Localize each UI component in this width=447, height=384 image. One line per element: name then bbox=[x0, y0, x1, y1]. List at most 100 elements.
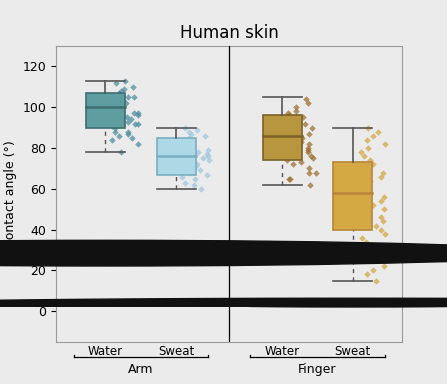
Point bbox=[116, 102, 123, 108]
Point bbox=[115, 96, 122, 102]
Point bbox=[128, 135, 135, 141]
Point bbox=[306, 169, 313, 175]
Point bbox=[185, 169, 192, 175]
Point bbox=[306, 141, 313, 147]
Point bbox=[107, 114, 114, 121]
Point bbox=[358, 149, 365, 155]
Point bbox=[186, 135, 193, 141]
Point bbox=[111, 124, 118, 131]
Point bbox=[369, 161, 376, 167]
Point bbox=[305, 100, 312, 106]
Point bbox=[367, 177, 374, 184]
Text: Finger: Finger bbox=[298, 363, 337, 376]
Point bbox=[363, 271, 371, 278]
Point bbox=[293, 116, 300, 122]
Text: Arm: Arm bbox=[128, 363, 153, 376]
Point bbox=[183, 159, 190, 166]
Point bbox=[202, 133, 209, 139]
Point bbox=[124, 118, 131, 124]
Point bbox=[187, 139, 194, 145]
Point bbox=[186, 129, 193, 135]
Point bbox=[193, 161, 200, 167]
Point bbox=[359, 210, 367, 216]
Point bbox=[309, 155, 316, 161]
Point bbox=[362, 257, 369, 263]
Point bbox=[382, 141, 389, 147]
Point bbox=[285, 113, 292, 119]
Point bbox=[307, 153, 314, 159]
Point bbox=[369, 267, 376, 273]
Point bbox=[118, 88, 125, 94]
Point bbox=[188, 131, 195, 137]
Point bbox=[363, 190, 371, 196]
Point bbox=[124, 94, 131, 100]
Point bbox=[302, 96, 309, 102]
Point bbox=[361, 182, 368, 188]
Point bbox=[307, 182, 314, 188]
Point bbox=[308, 124, 316, 131]
Point bbox=[354, 166, 362, 172]
Title: Human skin: Human skin bbox=[180, 24, 278, 42]
Point bbox=[380, 263, 388, 270]
Point bbox=[284, 110, 291, 116]
Bar bbox=[333, 162, 372, 230]
Point bbox=[376, 251, 383, 257]
Point bbox=[197, 186, 204, 192]
Point bbox=[134, 110, 141, 116]
Point bbox=[287, 122, 294, 129]
Point bbox=[122, 100, 129, 106]
Point bbox=[287, 129, 294, 135]
Point bbox=[294, 133, 301, 139]
Point bbox=[375, 129, 382, 135]
Point bbox=[197, 167, 204, 174]
Point bbox=[132, 121, 139, 127]
Point bbox=[299, 135, 306, 141]
Point bbox=[204, 147, 211, 153]
Point bbox=[130, 84, 137, 90]
Point bbox=[298, 159, 305, 166]
Text: Water: Water bbox=[265, 345, 299, 358]
Point bbox=[361, 247, 368, 253]
Bar bbox=[86, 93, 125, 127]
Point bbox=[381, 231, 388, 237]
Point bbox=[284, 157, 291, 163]
Point bbox=[200, 155, 207, 161]
Point bbox=[193, 163, 200, 169]
Point bbox=[380, 218, 387, 225]
Point bbox=[366, 157, 373, 163]
Point bbox=[109, 137, 116, 143]
Point bbox=[296, 118, 303, 124]
Point bbox=[306, 131, 313, 137]
Point bbox=[113, 80, 120, 86]
Point bbox=[190, 182, 197, 188]
Point bbox=[361, 153, 368, 159]
Point bbox=[181, 124, 189, 131]
Point bbox=[109, 122, 116, 129]
Text: Sweat: Sweat bbox=[335, 345, 371, 358]
Point bbox=[286, 175, 293, 182]
Polygon shape bbox=[0, 298, 447, 306]
Point bbox=[178, 174, 186, 180]
Bar bbox=[263, 116, 302, 160]
Point bbox=[127, 116, 135, 122]
Point bbox=[135, 121, 142, 127]
Point bbox=[366, 253, 373, 259]
Point bbox=[357, 186, 364, 192]
Point bbox=[131, 110, 138, 116]
Point bbox=[293, 104, 300, 110]
Point bbox=[134, 141, 141, 147]
Point bbox=[365, 124, 372, 131]
Point bbox=[356, 243, 363, 249]
Point bbox=[135, 113, 142, 119]
Point bbox=[304, 147, 311, 153]
Point bbox=[203, 151, 211, 157]
Point bbox=[363, 239, 370, 245]
Point bbox=[378, 198, 385, 204]
Point bbox=[115, 90, 122, 96]
Point bbox=[286, 137, 293, 143]
Point bbox=[304, 149, 311, 155]
Point bbox=[195, 149, 202, 155]
Point bbox=[122, 78, 129, 84]
Ellipse shape bbox=[244, 305, 447, 307]
Point bbox=[369, 133, 376, 139]
